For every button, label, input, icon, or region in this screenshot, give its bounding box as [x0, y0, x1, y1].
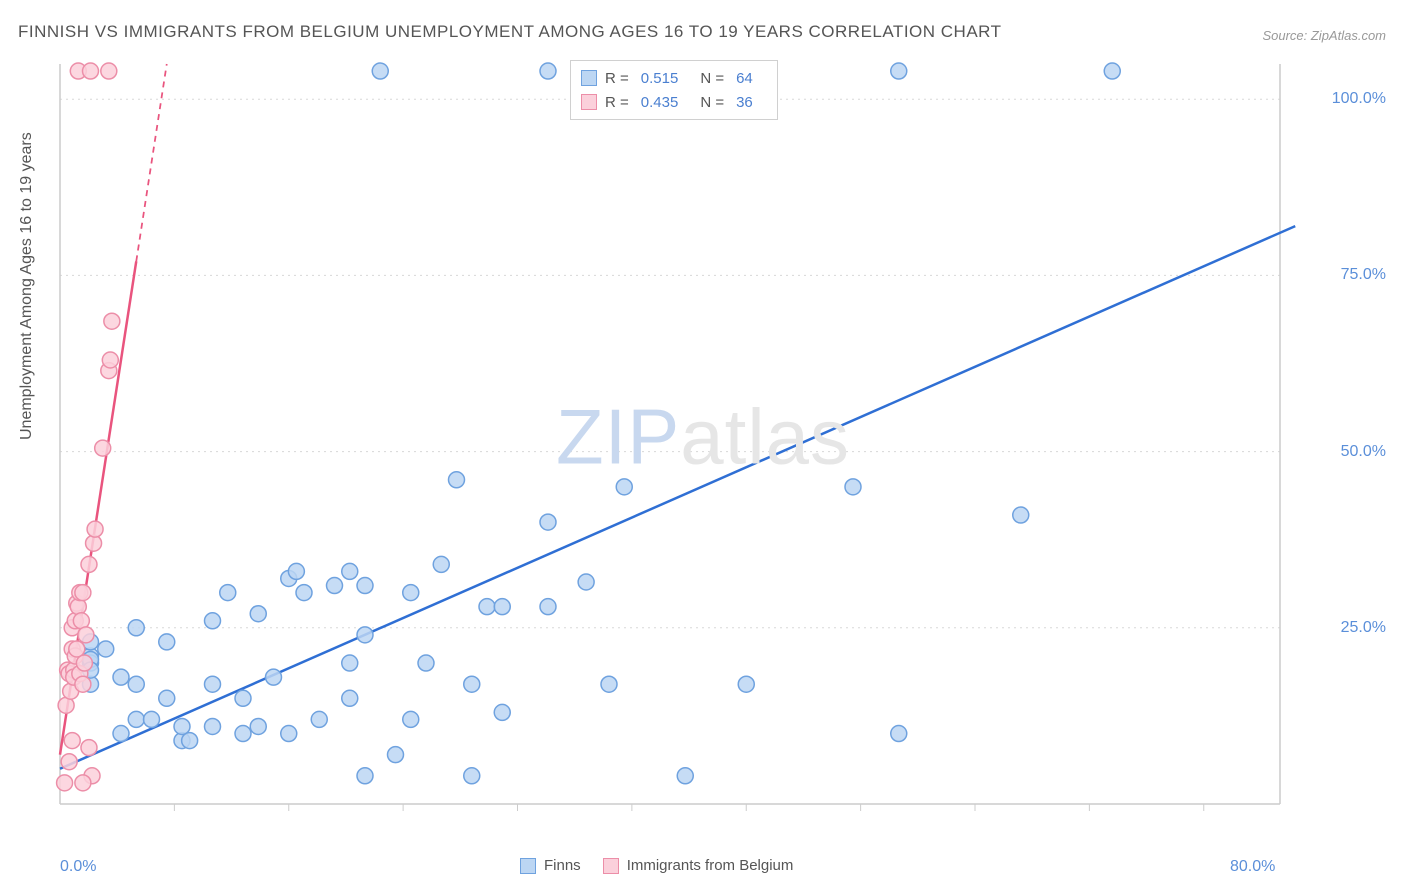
legend-series-item: Finns [520, 857, 581, 874]
legend-series-item: Immigrants from Belgium [603, 857, 794, 874]
legend-r-value: 0.435 [641, 94, 679, 111]
legend-series-name: Immigrants from Belgium [627, 857, 794, 874]
y-tick-label: 25.0% [1341, 619, 1386, 637]
legend-row: R = 0.515 N = 64 [581, 66, 767, 90]
scatter-chart [50, 54, 1340, 834]
y-tick-label: 50.0% [1341, 443, 1386, 461]
series-legend: Finns Immigrants from Belgium [520, 857, 793, 874]
x-tick-label: 80.0% [1230, 858, 1275, 876]
legend-r-label: R = [605, 94, 629, 111]
y-tick-label: 100.0% [1332, 90, 1386, 108]
source-label: Source: ZipAtlas.com [1262, 28, 1386, 43]
legend-r-value: 0.515 [641, 70, 679, 87]
correlation-legend: R = 0.515 N = 64 R = 0.435 N = 36 [570, 60, 778, 120]
legend-series-name: Finns [544, 857, 581, 874]
legend-swatch [520, 858, 536, 874]
legend-n-label: N = [700, 94, 724, 111]
legend-swatch [581, 94, 597, 110]
chart-svg [50, 54, 1340, 834]
legend-swatch [581, 70, 597, 86]
legend-r-label: R = [605, 70, 629, 87]
chart-title: FINNISH VS IMMIGRANTS FROM BELGIUM UNEMP… [18, 22, 1002, 42]
x-tick-label: 0.0% [60, 858, 96, 876]
y-tick-label: 75.0% [1341, 266, 1386, 284]
y-axis-label: Unemployment Among Ages 16 to 19 years [18, 132, 36, 440]
legend-swatch [603, 858, 619, 874]
legend-row: R = 0.435 N = 36 [581, 90, 767, 114]
legend-n-label: N = [700, 70, 724, 87]
legend-n-value: 64 [736, 70, 753, 87]
legend-n-value: 36 [736, 94, 753, 111]
